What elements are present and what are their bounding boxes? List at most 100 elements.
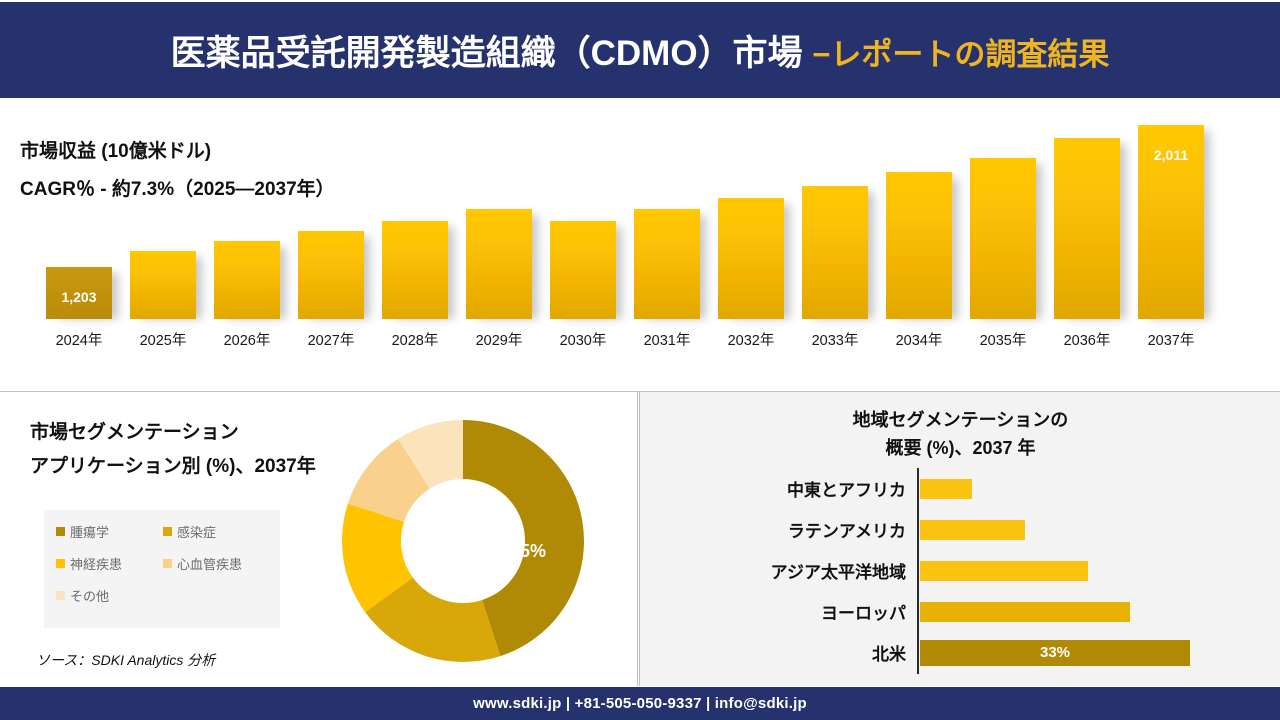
- bar-category-label: 2024年: [55, 333, 103, 349]
- bar-value-label: 1,203: [61, 289, 97, 305]
- legend-label: 神経疾患: [70, 557, 123, 572]
- legend-label: 腫瘍学: [70, 525, 110, 540]
- donut-slice-腫瘍学: [463, 420, 584, 657]
- legend-swatch-icon: [56, 591, 65, 600]
- region-row-ヨーロッパ: ヨーロッパ: [640, 591, 1280, 632]
- bar-category-label: 2029年: [475, 333, 523, 349]
- bar-rect: 2034年: [886, 172, 952, 349]
- donut-chart-svg: [342, 420, 584, 662]
- revenue-bar-2031年: 2031年: [634, 209, 700, 349]
- revenue-bar-2032年: 2032年: [718, 198, 784, 349]
- region-bar: [920, 519, 1025, 540]
- page-title-main: 医薬品受託開発製造組織（CDMO）市場: [170, 33, 813, 73]
- donut-legend: 腫瘍学 感染症神経疾患 心血管疾患その他: [44, 510, 280, 628]
- region-bar: 33%: [920, 639, 1190, 666]
- page-footer: www.sdki.jp | +81-505-050-9337 | info@sd…: [0, 687, 1280, 720]
- region-row-アジア太平洋地域: アジア太平洋地域: [640, 550, 1280, 591]
- legend-label: 感染症: [177, 525, 217, 540]
- bar-category-label: 2025年: [139, 333, 187, 349]
- region-title-line2: 概要 (%)、2037 年: [885, 438, 1036, 458]
- bar-rect: 2029年: [466, 209, 532, 349]
- bar-rect: 2025年: [130, 251, 196, 349]
- donut-title-line2: アプリケーション別 (%)、2037年: [30, 456, 316, 477]
- bar-rect: 2030年: [550, 221, 616, 349]
- legend-label: 心血管疾患: [177, 557, 243, 572]
- region-bars-area: 中東とアフリカ ラテンアメリカアジア太平洋地域ヨーロッパ北米 33%: [640, 468, 1280, 674]
- region-axis-line: [917, 468, 919, 674]
- bar-category-label: 2035年: [979, 333, 1027, 349]
- bar-category-label: 2037年: [1147, 333, 1195, 349]
- legend-swatch-icon: [56, 559, 65, 568]
- bar-rect: 1,203 2024年: [46, 267, 112, 349]
- region-bar: [920, 601, 1130, 622]
- bar-rect: 2,011 2037年: [1138, 125, 1204, 349]
- donut-slice-心血管疾患: [347, 438, 430, 522]
- bar-rect: 2036年: [1054, 138, 1120, 349]
- revenue-bar-2034年: 2034年: [886, 172, 952, 349]
- legend-row: 腫瘍学 感染症: [56, 522, 270, 554]
- bar-rect: 2028年: [382, 221, 448, 349]
- region-bar: [920, 560, 1088, 581]
- donut-chart: 45%: [338, 416, 588, 666]
- region-row-ラテンアメリカ: ラテンアメリカ: [640, 509, 1280, 550]
- region-category-label: ヨーロッパ: [821, 604, 906, 623]
- bar-rect: 2035年: [970, 158, 1036, 349]
- revenue-bar-2030年: 2030年: [550, 221, 616, 349]
- region-bar-value-label: 33%: [1039, 643, 1071, 661]
- legend-swatch-icon: [163, 559, 172, 568]
- bar-rect: 2031年: [634, 209, 700, 349]
- bar-category-label: 2033年: [811, 333, 859, 349]
- revenue-bar-2027年: 2027年: [298, 231, 364, 349]
- region-row-北米: 北米 33%: [640, 632, 1280, 673]
- bar-category-label: 2032年: [727, 333, 775, 349]
- revenue-bar-2025年: 2025年: [130, 251, 196, 349]
- revenue-bar-2026年: 2026年: [214, 241, 280, 349]
- region-title-line1: 地域セグメンテーションの: [852, 410, 1069, 430]
- bar-value-label: 2,011: [1153, 147, 1189, 163]
- revenue-bars-area: 1,203 2024年 2025年 2026年 2027年 2028年 2029年 2030年…: [46, 118, 1236, 358]
- revenue-bar-2033年: 2033年: [802, 186, 868, 349]
- bar-category-label: 2036年: [1063, 333, 1111, 349]
- region-category-label: 北米: [872, 645, 906, 664]
- region-bar: [920, 478, 972, 499]
- region-chart-title: 地域セグメンテーションの 概要 (%)、2037 年: [640, 406, 1280, 462]
- revenue-bar-2029年: 2029年: [466, 209, 532, 349]
- legend-label: その他: [70, 589, 110, 604]
- application-segmentation-panel: 市場セグメンテーション アプリケーション別 (%)、2037年 腫瘍学 感染症神経…: [0, 392, 638, 686]
- bar-rect: 2027年: [298, 231, 364, 349]
- legend-swatch-icon: [163, 527, 172, 536]
- legend-item-その他: その他: [56, 586, 168, 605]
- donut-chart-title: 市場セグメンテーション アプリケーション別 (%)、2037年: [30, 416, 410, 484]
- donut-slice-神経疾患: [342, 503, 413, 613]
- region-row-中東とアフリカ: 中東とアフリカ: [640, 468, 1280, 509]
- legend-item-心血管疾患: 心血管疾患: [163, 554, 270, 573]
- legend-item-腫瘍学: 腫瘍学: [56, 522, 163, 541]
- legend-swatch-icon: [56, 527, 65, 536]
- region-category-label: アジア太平洋地域: [770, 563, 906, 582]
- donut-primary-value: 45%: [510, 541, 547, 561]
- bar-category-label: 2027年: [307, 333, 355, 349]
- region-category-label: 中東とアフリカ: [787, 481, 906, 500]
- legend-item-神経疾患: 神経疾患: [56, 554, 163, 573]
- legend-row: 神経疾患 心血管疾患: [56, 554, 270, 586]
- market-revenue-chart-panel: 市場収益 (10億米ドル) CAGR％ - 約7.3%（2025―2037年） …: [0, 98, 1280, 392]
- bar-rect: 2032年: [718, 198, 784, 349]
- revenue-caption: 市場収益 (10億米ドル): [20, 141, 212, 162]
- cagr-caption: CAGR％ - 約7.3%（2025―2037年）: [20, 179, 335, 200]
- footer-contact-text: www.sdki.jp | +81-505-050-9337 | info@sd…: [473, 695, 807, 712]
- donut-title-line1: 市場セグメンテーション: [30, 422, 239, 443]
- revenue-bar-2024年: 1,203 2024年: [46, 267, 112, 349]
- revenue-bar-2035年: 2035年: [970, 158, 1036, 349]
- legend-item-感染症: 感染症: [163, 522, 270, 541]
- page-title-accent: −レポートの調査結果: [812, 36, 1110, 72]
- bar-category-label: 2031年: [643, 333, 691, 349]
- bar-category-label: 2026年: [223, 333, 271, 349]
- page-title: 医薬品受託開発製造組織（CDMO）市場 −レポートの調査結果: [171, 25, 1110, 76]
- revenue-bar-2036年: 2036年: [1054, 138, 1120, 349]
- bar-rect: 2033年: [802, 186, 868, 349]
- region-category-label: ラテンアメリカ: [787, 522, 906, 541]
- bar-category-label: 2030年: [559, 333, 607, 349]
- donut-slice-感染症: [365, 577, 501, 662]
- source-note: ソース：SDKI Analytics 分析: [36, 652, 216, 668]
- regional-segmentation-panel: 地域セグメンテーションの 概要 (%)、2037 年 中東とアフリカ ラテンアメリ…: [639, 392, 1280, 686]
